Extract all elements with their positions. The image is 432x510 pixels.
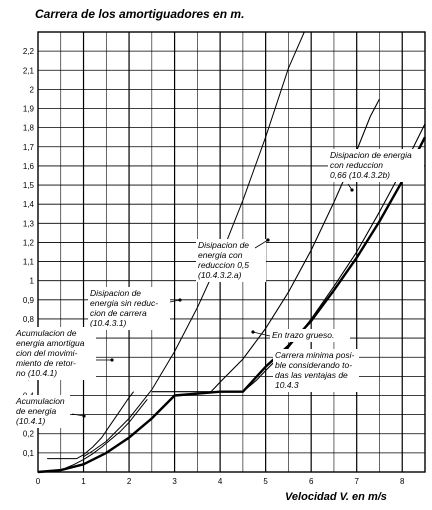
y-tick-label-15: 1,6 — [23, 162, 35, 171]
y-tick-label-8: 0,9 — [23, 296, 35, 305]
annotation-dis_sin-line-1: energia sin reduc- — [90, 298, 158, 308]
x-axis-label: Velocidad V. en m/s — [285, 491, 387, 503]
annotation-leader-dis_05 — [254, 239, 269, 249]
x-tick-label-7: 7 — [354, 477, 359, 486]
x-tick-label-0: 0 — [36, 477, 41, 486]
annotation-dis_066-line-2: 0,66 (10.4.3.2b) — [330, 170, 390, 180]
y-tick-label-14: 1,5 — [23, 181, 35, 190]
annotation-arrowhead-dis_05 — [266, 238, 270, 242]
annotation-dis_05-line-0: Disipacion de — [198, 240, 249, 250]
x-tick-label-2: 2 — [127, 477, 132, 486]
annotation-dis_sin-line-0: Disipacion de — [90, 288, 141, 298]
y-tick-label-19: 2 — [30, 85, 35, 94]
x-tick-label-1: 1 — [81, 477, 86, 486]
annotation-arrowhead-acum — [82, 414, 86, 418]
y-tick-label-10: 1,1 — [23, 258, 35, 267]
annotation-dis_066-line-0: Disipacion de energia — [330, 150, 412, 160]
x-tick-label-8: 8 — [400, 477, 405, 486]
series-line-0 — [65, 398, 148, 469]
annotation-dis_066-line-1: con reduccion — [330, 160, 383, 170]
chart-title: Carrera de los amortiguadores en m. — [35, 7, 244, 21]
series-lines — [37, 31, 427, 474]
series-line-5 — [37, 136, 427, 474]
annotation-acum_amort-line-0: Acumulacion de — [15, 328, 77, 338]
y-tick-label-11: 1,2 — [23, 238, 35, 247]
annotation-leader-trazo — [252, 331, 271, 337]
x-tick-label-5: 5 — [263, 477, 268, 486]
annotation-acum_amort-line-2: cion del movimi- — [16, 348, 78, 358]
annotation-bg-acum_amort — [14, 327, 96, 380]
annotation-bg-carrera_min — [273, 349, 359, 392]
annotation-acum_amort-line-4: no (10.4.1) — [16, 368, 57, 378]
annotation-dis_05-line-1: energia con — [198, 250, 243, 260]
annotation-bg-dis_sin — [88, 287, 170, 330]
series-line-2 — [83, 31, 305, 458]
annotation-bg-dis_066 — [328, 149, 424, 182]
annotation-carrera_min-line-2: das las ventajas de — [275, 370, 348, 380]
y-tick-label-21: 2,2 — [23, 47, 35, 56]
annotation-leader-acum — [71, 413, 85, 417]
annotation-acum_amort-line-3: miento de retor- — [16, 358, 76, 368]
plot-frame — [37, 31, 426, 473]
y-tick-label-12: 1,3 — [23, 219, 35, 228]
annotation-carrera_min-line-3: 10.4.3 — [275, 380, 299, 390]
y-tick-label-20: 2,1 — [23, 66, 35, 75]
y-tick-label-1: 0,2 — [23, 430, 35, 439]
y-tick-label-17: 1,8 — [23, 124, 35, 133]
annotation-acum-line-2: (10.4.1) — [16, 416, 45, 426]
annotation-acum-line-0: Acumulacion — [15, 396, 65, 406]
annotation-dis_05-line-2: reduccion 0,5 — [198, 260, 249, 270]
annotation-dis_sin-line-2: cion de carrera — [90, 308, 147, 318]
annotation-arrowhead-dis_066 — [350, 188, 354, 192]
annotation-leader-dis_sin — [169, 299, 181, 303]
annotation-dis_05-line-3: (10.4.3.2.a) — [198, 270, 242, 280]
annotation-bg-dis_05 — [196, 239, 266, 282]
y-tick-label-7: 0,8 — [23, 315, 35, 324]
annotation-acum-line-1: de energia — [16, 406, 56, 416]
annotation-carrera_min-line-0: Carrera minima posi- — [275, 350, 355, 360]
x-tick-labels: 0 1 2 3 4 5 6 7 8 — [36, 477, 405, 486]
annotation-arrowhead-trazo — [251, 330, 255, 334]
annotation-bg-trazo — [270, 329, 350, 342]
y-tick-label-0: 0,1 — [23, 449, 35, 458]
x-tick-label-4: 4 — [218, 477, 223, 486]
x-tick-label-6: 6 — [309, 477, 314, 486]
annotation-trazo-line-0: En trazo grueso. — [272, 330, 334, 340]
annotation-acum_amort-line-1: energia amortigua — [16, 338, 85, 348]
annotation-carrera_min-line-1: ble considerando to- — [275, 360, 352, 370]
annotation-bg-acum — [14, 395, 70, 428]
y-tick-label-9: 1 — [30, 277, 35, 286]
annotation-arrowhead-acum_amort — [110, 358, 114, 362]
y-tick-label-13: 1,4 — [23, 200, 35, 209]
annotation-dis_sin-line-3: (10.4.3.1) — [90, 318, 127, 328]
series-line-1 — [47, 391, 134, 460]
series-line-3 — [151, 98, 380, 393]
annotation-arrowhead-dis_sin — [178, 298, 182, 302]
y-tick-label-16: 1,7 — [23, 143, 35, 152]
x-tick-label-3: 3 — [172, 477, 177, 486]
y-tick-label-18: 1,9 — [23, 105, 35, 114]
